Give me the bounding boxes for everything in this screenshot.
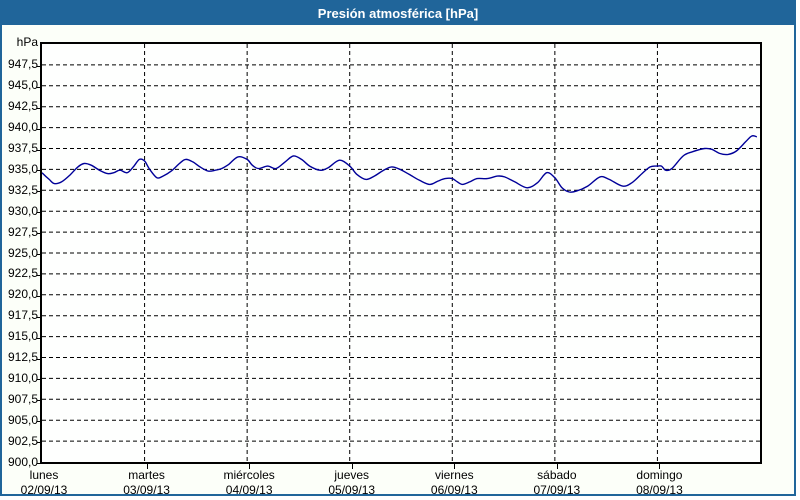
pressure-series-line (42, 135, 758, 193)
y-tick-label: 900,0 (7, 454, 38, 469)
x-day-label: domingo 08/09/13 (604, 468, 714, 496)
y-tick-label: 930,0 (7, 203, 38, 218)
y-tick-label: 937,5 (7, 141, 38, 155)
x-axis-tick (454, 464, 456, 469)
x-day-date: 04/09/13 (225, 483, 273, 496)
x-day-date: 07/09/13 (533, 483, 581, 496)
y-tick-label: 927,5 (7, 224, 38, 239)
y-tick-label: 917,5 (7, 308, 38, 323)
y-axis-tick (37, 442, 42, 444)
x-day-name: viernes (434, 468, 474, 482)
y-axis-tick (37, 337, 42, 339)
y-tick-label: 935,0 (7, 161, 38, 176)
y-axis-tick (37, 379, 42, 381)
y-axis-tick (37, 233, 42, 235)
x-day-name: domingo (636, 468, 683, 482)
x-day-date: 06/09/13 (430, 483, 478, 496)
y-axis-tick (37, 295, 42, 297)
x-day-name: sábado (537, 468, 577, 482)
y-axis-tick (37, 400, 42, 402)
x-day-label: jueves 05/09/13 (297, 468, 407, 496)
y-axis-tick (37, 191, 42, 193)
x-day-name: lunes (29, 468, 59, 482)
y-tick-label: 925,0 (7, 245, 38, 260)
x-day-label: sábado 07/09/13 (502, 468, 612, 496)
y-axis-tick (37, 358, 42, 360)
y-axis-tick (37, 316, 42, 318)
x-axis-tick (659, 464, 661, 469)
y-tick-label: 910,0 (7, 370, 38, 385)
y-tick-label: 942,5 (7, 99, 38, 114)
y-axis-tick (37, 463, 42, 464)
y-tick-label: 932,5 (7, 182, 38, 197)
x-day-name: martes (128, 468, 165, 482)
y-axis-unit-label: hPa (16, 35, 38, 49)
y-axis-tick (37, 421, 42, 423)
y-axis-tick (37, 149, 42, 151)
x-axis-tick (249, 464, 251, 469)
y-tick-label: 945,0 (7, 78, 38, 93)
x-axis-tick (556, 464, 558, 469)
y-axis-tick (37, 107, 42, 109)
x-day-name: jueves (334, 468, 370, 482)
x-day-name: miércoles (223, 468, 275, 482)
y-axis-tick (37, 212, 42, 214)
x-day-label: lunes 02/09/13 (2, 468, 99, 496)
y-tick-label: 922,5 (7, 266, 38, 281)
y-tick-label: 947,5 (7, 57, 38, 72)
x-day-date: 02/09/13 (20, 483, 68, 496)
x-day-label: martes 03/09/13 (92, 468, 202, 496)
y-axis-tick (37, 128, 42, 130)
chart-area: hPa 947,5 945,0 942,5 940,0 937,5 935,0 932,5 9… (2, 25, 794, 494)
chart-title: Presión atmosférica [hPa] (317, 6, 479, 21)
x-axis-tick (146, 464, 148, 469)
y-tick-label: 912,5 (7, 350, 38, 364)
y-tick-label: 920,0 (7, 287, 38, 302)
y-axis-tick (37, 170, 42, 172)
y-axis-tick (37, 274, 42, 276)
x-day-label: miércoles 04/09/13 (194, 468, 304, 496)
pressure-line-chart (42, 44, 760, 462)
plot-area (40, 42, 762, 464)
y-tick-label: 940,0 (7, 120, 38, 135)
y-tick-label: 915,0 (7, 329, 38, 344)
y-axis-tick (37, 254, 42, 255)
title-bar: Presión atmosférica [hPa] (2, 2, 794, 25)
y-tick-label: 902,5 (7, 433, 38, 448)
x-day-date: 03/09/13 (123, 483, 170, 496)
y-tick-label: 907,5 (7, 391, 38, 406)
x-day-label: viernes 06/09/13 (399, 468, 509, 496)
y-axis-tick (37, 86, 42, 88)
y-axis-tick (37, 65, 42, 67)
x-day-date: 08/09/13 (636, 483, 683, 496)
x-day-date: 05/09/13 (328, 483, 376, 496)
x-axis-tick (351, 464, 353, 469)
y-tick-label: 905,0 (7, 412, 38, 427)
